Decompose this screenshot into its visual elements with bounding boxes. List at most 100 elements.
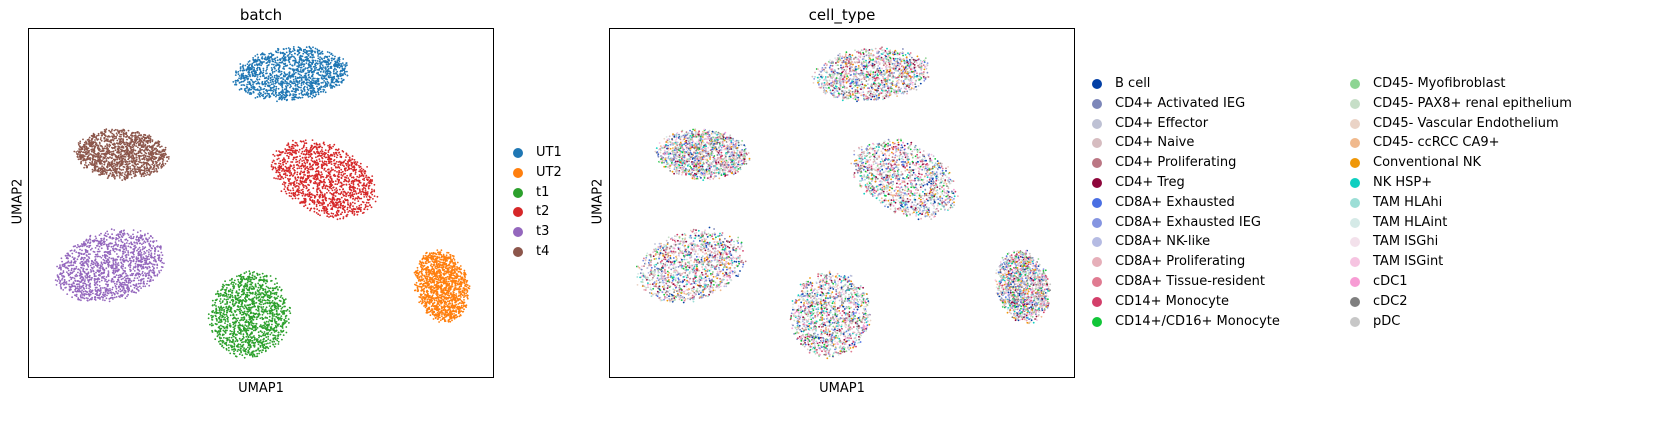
scatter-point — [330, 57, 333, 60]
scatter-point — [282, 312, 285, 315]
scatter-point — [312, 46, 314, 49]
scatter-point — [340, 171, 343, 174]
scatter-point — [363, 196, 366, 198]
scatter-point — [258, 299, 260, 302]
scatter-point — [248, 294, 251, 297]
scatter-point — [258, 325, 261, 328]
scatter-point — [311, 90, 314, 93]
scatter-point — [293, 52, 296, 55]
scatter-point — [455, 273, 458, 275]
scatter-point — [428, 300, 431, 303]
scatter-point — [285, 85, 287, 87]
scatter-point — [414, 273, 417, 276]
scatter-point — [440, 309, 443, 312]
scatter-point — [246, 353, 248, 356]
scatter-point — [211, 299, 214, 302]
scatter-point — [261, 349, 264, 351]
scatter-point — [253, 339, 256, 341]
scatter-point — [243, 307, 246, 310]
scatter-point — [335, 160, 338, 163]
scatter-point — [217, 330, 220, 333]
scatter-point — [268, 309, 271, 312]
scatter-point — [255, 339, 258, 342]
scatter-point — [257, 286, 260, 289]
scatter-point — [281, 89, 284, 91]
scatter-point — [287, 47, 290, 49]
scatter-point — [453, 295, 456, 298]
scatter-point — [247, 71, 250, 74]
scatter-point — [254, 64, 256, 66]
scatter-point — [267, 294, 270, 297]
scatter-point — [297, 73, 300, 75]
scatter-point — [457, 275, 460, 278]
scatter-point — [276, 305, 278, 308]
scatter-point — [457, 299, 460, 301]
scatter-point — [319, 204, 321, 207]
scatter-point — [242, 349, 245, 351]
scatter-point — [254, 58, 257, 61]
scatter-point — [370, 206, 373, 209]
scatter-point — [251, 274, 254, 277]
scatter-point — [439, 294, 442, 296]
scatter-point — [245, 271, 248, 273]
scatter-point — [330, 80, 333, 83]
scatter-point — [300, 74, 303, 77]
scatter-point — [435, 262, 438, 265]
scatter-point — [300, 71, 303, 73]
scatter-point — [251, 285, 254, 288]
scatter-point — [229, 323, 231, 325]
scatter-point — [253, 296, 256, 299]
scatter-point — [248, 286, 251, 289]
scatter-point — [240, 84, 243, 86]
scatter-point — [450, 285, 453, 288]
scatter-point — [281, 338, 283, 341]
scatter-point — [284, 74, 287, 76]
scatter-point — [327, 58, 330, 61]
scatter-point — [263, 337, 265, 340]
scatter-point — [276, 94, 278, 97]
scatter-point — [227, 319, 229, 321]
scatter-point — [211, 316, 213, 319]
scatter-point — [218, 325, 221, 328]
scatter-point — [435, 253, 438, 256]
scatter-point — [370, 182, 373, 185]
scatter-point — [235, 71, 238, 74]
scatter-point — [226, 309, 229, 312]
scatter-point — [321, 50, 324, 53]
scatter-point — [272, 86, 275, 89]
scatter-point — [453, 306, 455, 308]
scatter-point — [228, 296, 231, 299]
scatter-point — [260, 285, 262, 288]
scatter-point — [255, 297, 258, 300]
scatter-point — [329, 83, 332, 86]
scatter-point — [437, 260, 440, 263]
scatter-point — [282, 96, 285, 98]
scatter-point — [267, 342, 269, 345]
scatter-point — [454, 284, 457, 287]
scatter-point — [438, 272, 441, 274]
scatter-point — [268, 300, 271, 302]
scatter-point — [275, 167, 277, 170]
scatter-point — [247, 91, 249, 94]
scatter-point — [461, 290, 464, 292]
scatter-point — [462, 310, 465, 313]
scatter-point — [234, 324, 237, 327]
scatter-point — [254, 329, 257, 332]
scatter-point — [239, 347, 242, 350]
scatter-point — [438, 268, 441, 271]
scatter-point — [296, 160, 299, 163]
scatter-point — [294, 57, 297, 60]
scatter-point — [280, 70, 283, 73]
scatter-point — [311, 75, 314, 77]
scatter-point — [266, 317, 269, 319]
scatter-point — [276, 100, 278, 103]
scatter-point — [239, 319, 241, 322]
scatter-point — [460, 296, 462, 298]
scatter-point — [463, 280, 466, 283]
scatter-point — [253, 345, 256, 348]
scatter-point — [275, 313, 278, 315]
scatter-point — [247, 335, 250, 338]
scatter-point — [258, 350, 261, 352]
scatter-point — [457, 270, 460, 273]
scatter-point — [254, 305, 256, 308]
